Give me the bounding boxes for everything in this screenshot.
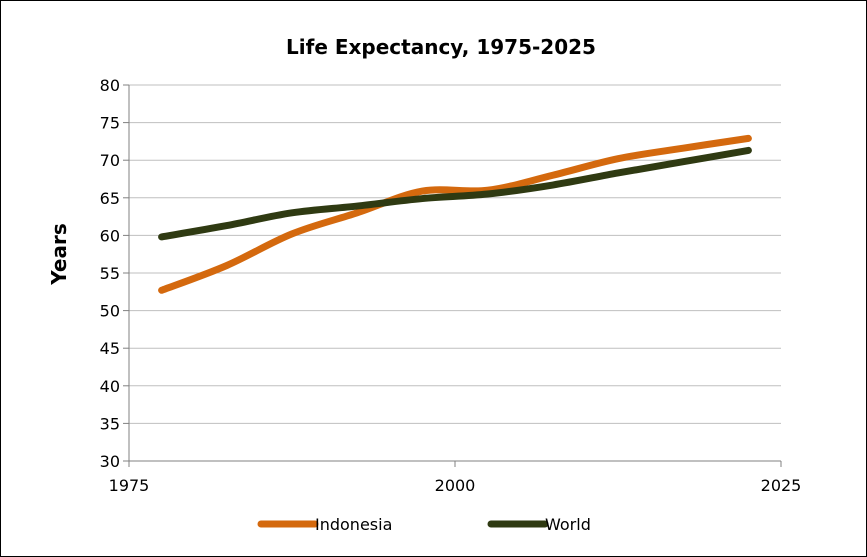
y-tick-label-50: 50 <box>100 302 120 321</box>
y-tick-label-70: 70 <box>100 151 120 170</box>
y-tick-label-80: 80 <box>100 76 120 95</box>
series-line-world <box>158 146 752 241</box>
y-tick-label-45: 45 <box>100 339 120 358</box>
legend-label-indonesia: Indonesia <box>315 515 392 534</box>
axes <box>123 84 782 467</box>
x-tick-label-2000: 2000 <box>435 476 476 495</box>
legend-label-world: World <box>545 515 591 534</box>
y-tick-label-30: 30 <box>100 452 120 471</box>
y-tick-label-60: 60 <box>100 226 120 245</box>
y-tick-label-55: 55 <box>100 264 120 283</box>
y-tick-label-65: 65 <box>100 189 120 208</box>
y-tick-label-40: 40 <box>100 377 120 396</box>
y-tick-label-35: 35 <box>100 414 120 433</box>
series-line-indonesia <box>158 134 752 294</box>
tick-labels: 30 35 40 45 50 55 60 65 70 75 80 1975 2000 2025 <box>100 76 802 495</box>
y-axis-label: Years <box>47 223 71 285</box>
x-tick-label-2025: 2025 <box>761 476 802 495</box>
y-tick-label-75: 75 <box>100 114 120 133</box>
gridlines <box>129 84 781 424</box>
x-tick-label-1975: 1975 <box>109 476 150 495</box>
chart-title: Life Expectancy, 1975-2025 <box>286 35 596 59</box>
series-lines <box>158 134 752 294</box>
legend: Indonesia World <box>257 515 591 534</box>
